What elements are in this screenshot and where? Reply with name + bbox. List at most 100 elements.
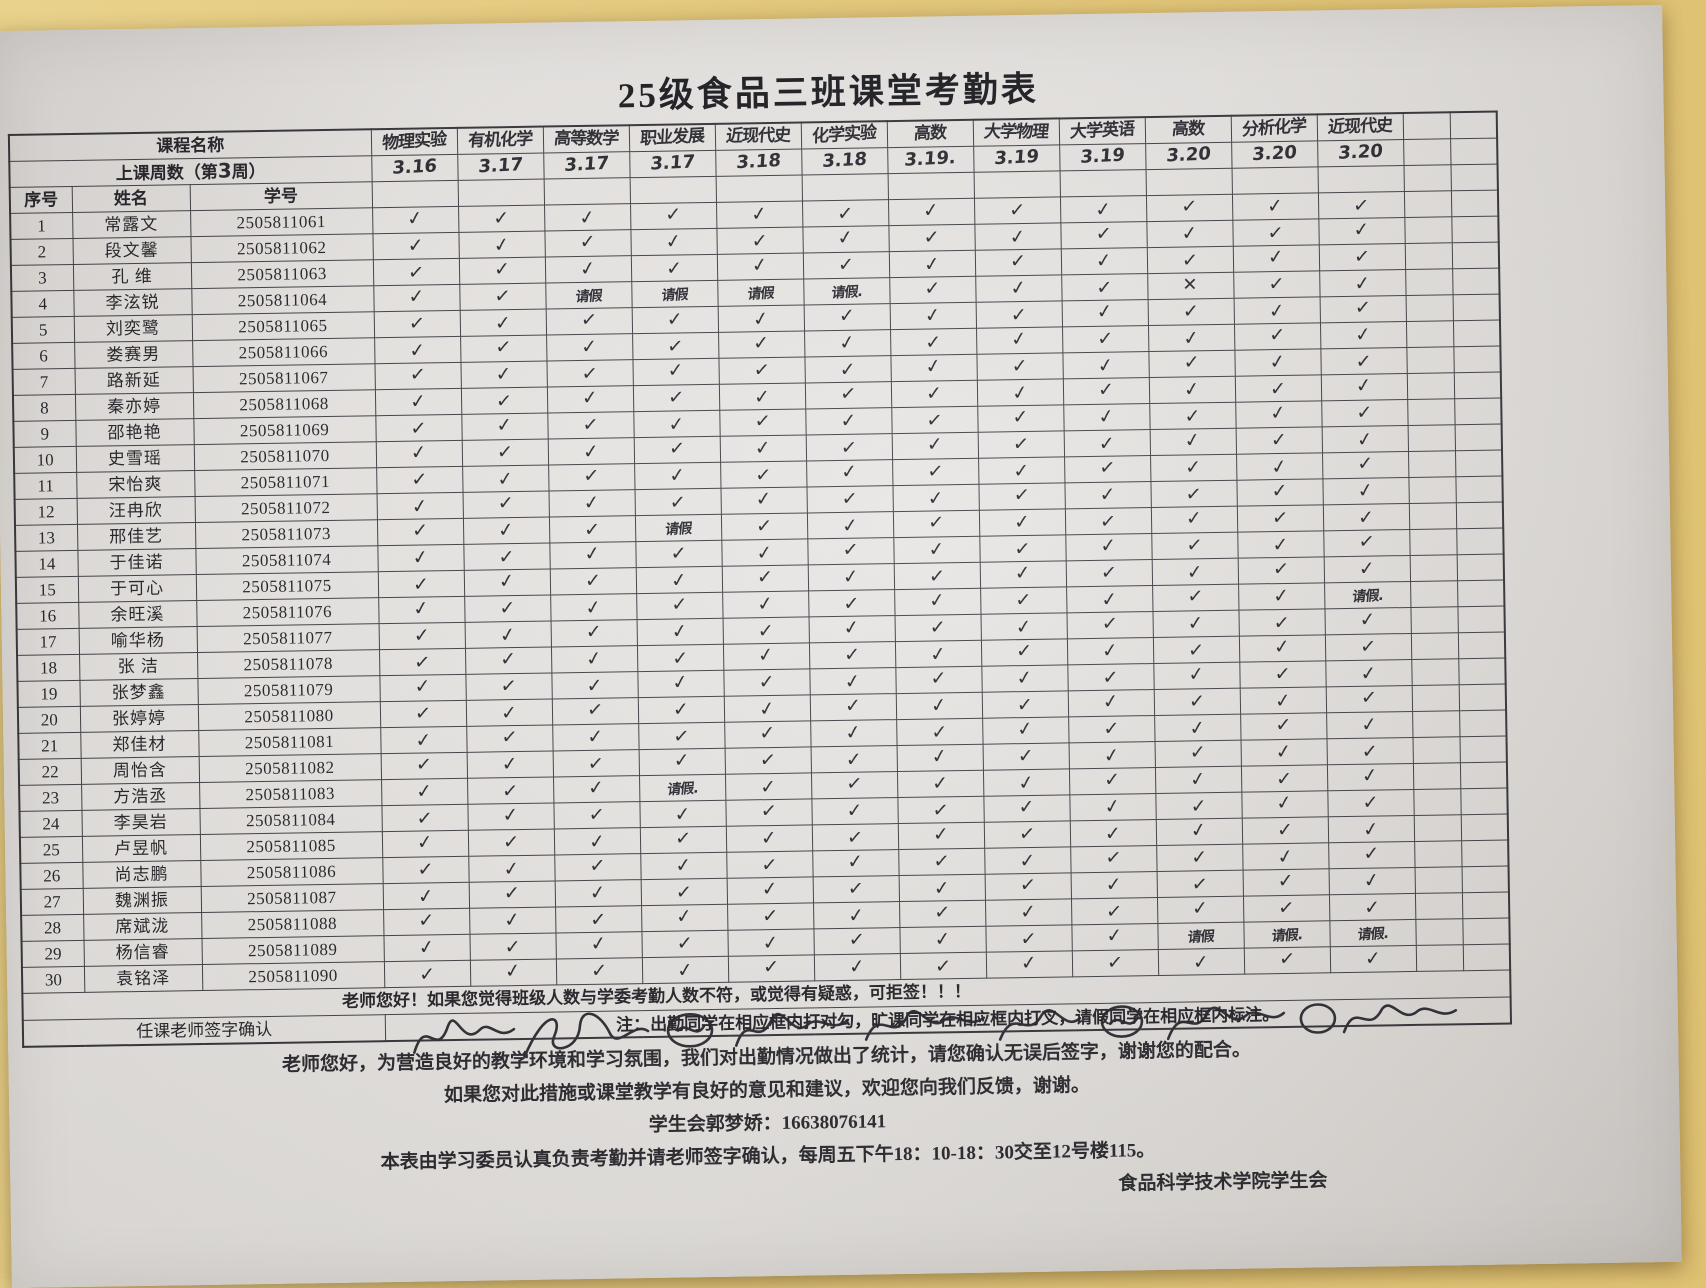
mark-cell: ✓ <box>546 333 633 362</box>
mark-cell: ✓ <box>1320 373 1408 401</box>
mark-cell: ✓ <box>1154 740 1241 768</box>
mark-cell: ✓ <box>458 205 545 233</box>
blank-extra-cell <box>1414 892 1463 920</box>
mark-cell: ✓ <box>1325 659 1412 687</box>
mark-cell: ✓ <box>974 248 1062 277</box>
blank-extra-cell <box>1459 735 1507 763</box>
mark-cell: ✓ <box>890 328 977 356</box>
student-id: 2505811085 <box>199 831 383 861</box>
mark-cell: ✓ <box>1236 478 1323 507</box>
mark-cell: ✓ <box>722 616 809 645</box>
mark-cell: ✓ <box>548 515 636 544</box>
mark-cell: ✓ <box>982 742 1069 771</box>
mark-cell: ✓ <box>641 904 728 932</box>
mark-cell: ✓ <box>894 640 982 668</box>
blank-extra-cell <box>1410 580 1458 608</box>
mark-cell: ✓ <box>1155 792 1242 820</box>
student-id: 2505811083 <box>199 779 382 809</box>
mark-cell: ✓ <box>896 744 983 772</box>
mark-cell: ✓ <box>888 224 975 252</box>
mark-cell: ✓ <box>888 198 975 226</box>
mark-cell: ✓ <box>551 645 638 673</box>
mark-cell: ✓ <box>468 854 555 883</box>
mark-cell: ✓ <box>718 382 806 411</box>
mark-cell: ✓ <box>630 202 717 230</box>
mark-cell: ✓ <box>1069 793 1156 821</box>
mark-cell: ✓ <box>1151 532 1238 560</box>
blank-extra-cell <box>1406 346 1454 374</box>
mark-cell: ✓ <box>985 950 1073 979</box>
mark-cell: ✓ <box>1322 477 1409 505</box>
mark-cell: ✓ <box>462 517 550 545</box>
blank-extra-cell <box>1403 138 1451 166</box>
mark-cell: ✓ <box>636 592 723 620</box>
mark-cell: ✓ <box>896 718 983 746</box>
mark-cell: ✓ <box>1234 348 1321 377</box>
mark-cell: ✓ <box>552 723 639 751</box>
mark-cell: ✓ <box>378 596 465 624</box>
student-number: 22 <box>18 758 82 786</box>
mark-cell: ✓ <box>1242 842 1329 871</box>
mark-cell: ✓ <box>894 614 981 642</box>
mark-cell: ✓ <box>975 274 1062 303</box>
mark-cell: ✓ <box>890 354 977 382</box>
blank-header-cell <box>629 176 717 204</box>
student-number: 8 <box>12 394 76 422</box>
blank-extra-cell <box>1453 346 1501 373</box>
date-cell: 3.20 <box>1145 142 1232 170</box>
student-id: 2505811066 <box>192 337 375 367</box>
mark-cell: ✓ <box>811 797 898 825</box>
mark-cell: ✓ <box>1320 321 1407 349</box>
mark-cell: ✓ <box>1240 712 1327 741</box>
student-name: 李昊岩 <box>81 808 200 837</box>
mark-cell: ✓ <box>1062 377 1150 405</box>
mark-cell: ✓ <box>379 648 466 676</box>
mark-cell: ✓ <box>975 300 1063 329</box>
mark-cell: ✓ <box>980 612 1067 641</box>
mark-cell: ✓ <box>1071 897 1158 925</box>
blank-extra-cell <box>1457 580 1505 607</box>
mark-cell: ✓ <box>1148 376 1236 404</box>
blank-extra-cell <box>1460 787 1508 815</box>
blank-extra-cell <box>1458 684 1507 711</box>
mark-cell: ✓ <box>1320 347 1407 375</box>
mark-cell: ✓ <box>1325 685 1413 713</box>
mark-cell: ✓ <box>1153 688 1241 716</box>
mark-cell: ✓ <box>637 696 725 724</box>
mark-cell: ✓ <box>723 694 811 723</box>
mark-cell: ✓ <box>984 872 1072 901</box>
mark-cell: ✓ <box>551 697 639 725</box>
blank-extra-cell <box>1414 840 1462 868</box>
mark-cell: ✓ <box>1149 402 1236 430</box>
date-cell: 3.20 <box>1317 139 1404 167</box>
mark-cell: ✓ <box>811 823 899 851</box>
mark-cell: ✓ <box>1233 296 1321 325</box>
student-name: 刘奕鹭 <box>73 314 193 343</box>
blank-extra-cell <box>1408 502 1457 530</box>
mark-cell: ✓ <box>1063 429 1151 457</box>
mark-cell: ✓ <box>1150 480 1237 508</box>
mark-cell: ✓ <box>1241 816 1329 845</box>
mark-cell: ✓ <box>546 359 633 388</box>
student-name: 喻华杨 <box>78 626 198 655</box>
mark-cell: ✓ <box>724 746 812 775</box>
mark-cell: ✓ <box>803 303 891 331</box>
mark-cell: ✓ <box>1150 506 1238 534</box>
mark-cell: ✓ <box>1062 351 1149 379</box>
blank-extra-cell <box>1407 424 1456 452</box>
student-number: 5 <box>11 316 75 344</box>
student-name: 邢佳艺 <box>76 522 196 551</box>
student-name: 史雪瑶 <box>75 444 195 473</box>
mark-cell: ✓ <box>899 926 986 954</box>
blank-extra-cell <box>1459 761 1508 789</box>
blank-extra-cell <box>1460 813 1509 841</box>
mark-cell: ✓ <box>809 667 896 695</box>
student-number: 15 <box>15 576 79 604</box>
mark-cell: ✓ <box>1238 608 1325 637</box>
mark-cell: 请假. <box>1243 920 1330 949</box>
mark-cell: ✓ <box>551 671 638 699</box>
mark-cell: ✓ <box>1066 611 1153 639</box>
mark-cell: ✓ <box>720 460 807 489</box>
student-name: 张梦鑫 <box>79 678 198 707</box>
